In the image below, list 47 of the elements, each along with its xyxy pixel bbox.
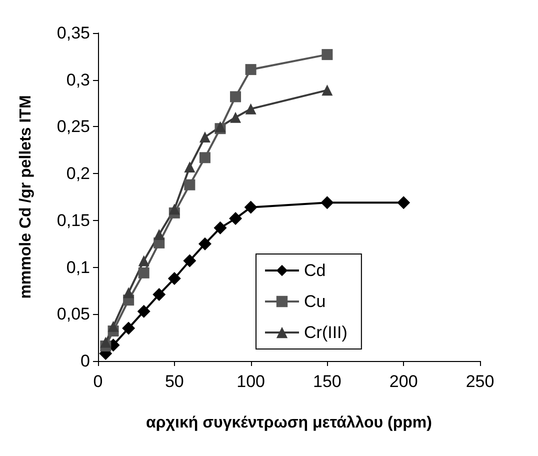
y-tick-label: 0,05 (56, 304, 90, 324)
point (138, 255, 150, 266)
y-tick-label: 0,35 (56, 24, 90, 42)
point (199, 132, 210, 143)
point (138, 267, 150, 278)
point (199, 152, 210, 164)
point (137, 304, 150, 318)
legend-label: Cr(III) (304, 323, 348, 342)
x-tick-label: 200 (389, 372, 418, 391)
point (198, 237, 212, 250)
x-tick-label: 250 (466, 372, 494, 391)
x-tick-label: 150 (313, 372, 342, 391)
x-axis-title: αρχική συγκέντρωση μετάλλου (ppm) (146, 414, 432, 432)
point (123, 287, 134, 298)
point (322, 49, 333, 60)
point (108, 320, 119, 332)
point (152, 288, 166, 301)
y-axis-title: mmmole Cd /gr pellets ITM (18, 95, 34, 299)
point (168, 272, 181, 286)
y-tick-label: 0 (80, 352, 90, 370)
point (245, 64, 256, 76)
x-tick-label: 100 (236, 372, 265, 391)
x-tick-label: 50 (164, 372, 184, 391)
point (100, 336, 112, 348)
point (154, 228, 165, 240)
y-tick-label: 0,1 (66, 258, 90, 277)
point (244, 200, 258, 214)
point (397, 196, 410, 210)
legend-label: Cd (304, 261, 326, 280)
point (245, 103, 256, 114)
point (230, 91, 242, 102)
point (214, 221, 227, 234)
legend-label: Cu (304, 292, 326, 311)
y-tick-label: 0,15 (56, 210, 90, 230)
point (122, 322, 136, 335)
point (168, 204, 180, 215)
y-tick-label: 0,3 (66, 70, 90, 90)
point (183, 254, 196, 268)
y-tick-label: 0,25 (56, 117, 90, 136)
x-tick-label: 0 (93, 372, 103, 391)
point (229, 212, 242, 226)
point (230, 112, 242, 123)
point (184, 179, 196, 190)
y-tick-label: 0,2 (66, 164, 90, 184)
point (184, 162, 196, 173)
point (322, 84, 333, 96)
point (320, 196, 334, 210)
